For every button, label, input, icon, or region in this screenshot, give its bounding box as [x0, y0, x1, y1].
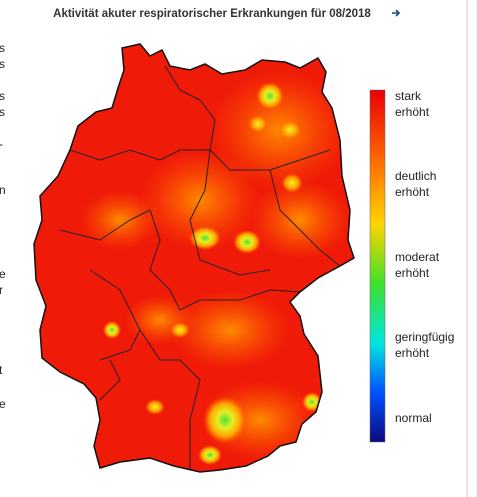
- legend-label: erhöht: [395, 266, 430, 280]
- side-fragment: s: [0, 41, 5, 55]
- map-title: Aktivität akuter respiratorischer Erkran…: [53, 8, 371, 20]
- state-borders: [59, 65, 341, 470]
- side-fragment: e: [0, 267, 6, 281]
- side-fragment: r: [0, 283, 3, 297]
- legend-label: erhöht: [395, 105, 430, 119]
- link-arrow[interactable]: [392, 9, 401, 17]
- side-fragment: -: [0, 137, 3, 151]
- legend-label: stark: [395, 89, 422, 103]
- legend-label: normal: [395, 411, 432, 425]
- side-fragment: n: [0, 183, 6, 197]
- side-fragment: s: [0, 89, 5, 103]
- side-fragment: e: [0, 397, 6, 411]
- side-fragment: s: [0, 57, 5, 71]
- legend-scale: [369, 89, 386, 443]
- legend-label: erhöht: [395, 346, 430, 360]
- legend-label: moderat: [395, 250, 440, 264]
- legend-label: erhöht: [395, 185, 430, 199]
- side-fragment: t: [0, 363, 3, 377]
- legend-label: deutlich: [395, 169, 436, 183]
- side-fragment: s: [0, 105, 5, 119]
- legend: stark erhöht deutlich erhöht moderat erhöht ge…: [395, 89, 454, 425]
- legend-label: geringfügig: [395, 330, 454, 344]
